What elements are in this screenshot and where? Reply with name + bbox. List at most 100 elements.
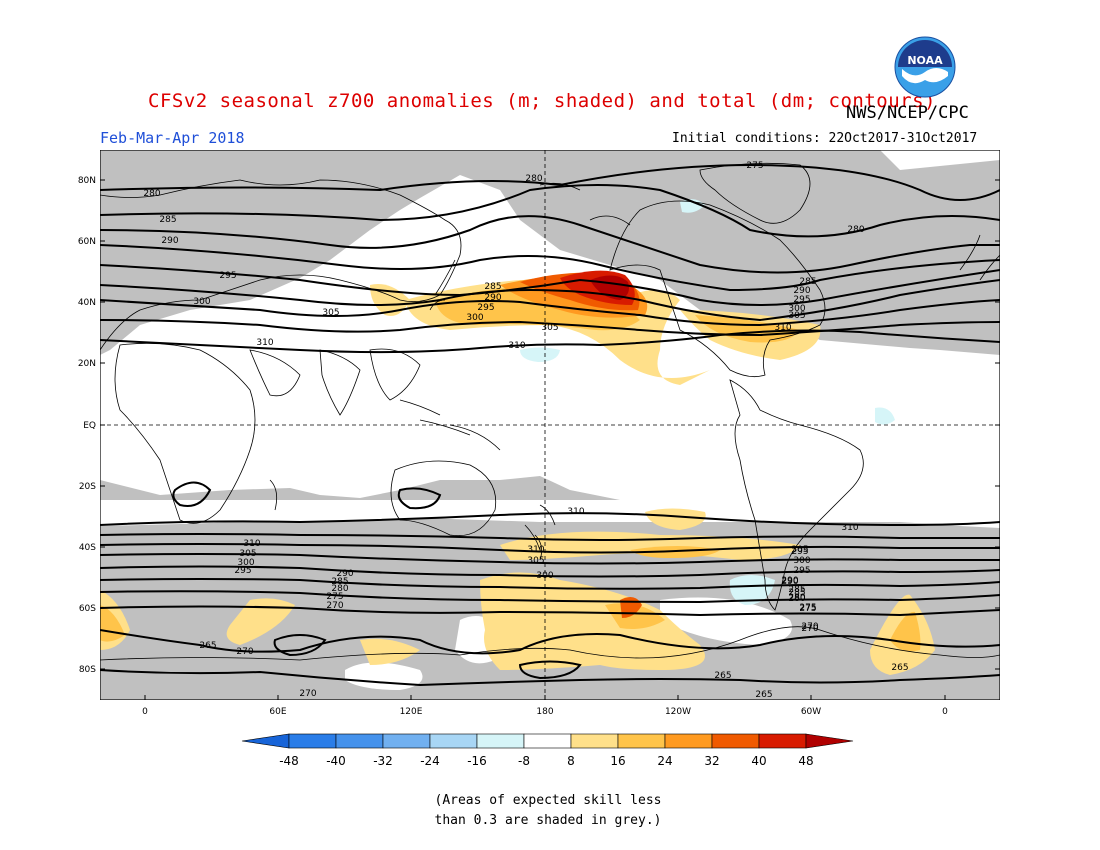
contour-label: 280 [525, 174, 542, 184]
contour-label: 265 [199, 641, 216, 651]
continent-outlines [100, 162, 1000, 661]
lon-label: 0 [142, 707, 148, 717]
contour-label: 280 [847, 225, 864, 235]
lon-label: 0 [942, 707, 948, 717]
contour-label: 290 [161, 236, 178, 246]
colorbar-label: 40 [751, 754, 766, 768]
contour-label: 295 [793, 295, 810, 305]
contour-label: 285 [799, 277, 816, 287]
lat-label: EQ [83, 421, 96, 431]
lat-label: 60S [79, 604, 96, 614]
forecast-period: Feb-Mar-Apr 2018 [100, 129, 245, 147]
contour-label: 305 [791, 545, 808, 555]
contour-label: 295 [793, 566, 810, 576]
contour-label: 270 [801, 622, 818, 632]
lon-label: 60W [801, 707, 821, 717]
contour-label: 300 [788, 304, 805, 314]
colorbar-arrow-right [805, 733, 854, 749]
footnote-line-2: than 0.3 are shaded in grey.) [434, 813, 662, 828]
contour-label: 270 [801, 624, 818, 634]
contour-label: 290 [781, 576, 798, 586]
agency-label: NWS/NCEP/CPC [846, 103, 969, 123]
contour-label: 275 [326, 592, 343, 602]
colorbar-cell [758, 733, 807, 749]
contour-label: 280 [143, 189, 160, 199]
lat-label: 60N [78, 237, 96, 247]
lat-label: 40S [79, 543, 96, 553]
contour-label: 310 [527, 545, 544, 555]
lon-label: 180 [536, 707, 553, 717]
contour-label: 285 [788, 585, 805, 595]
colorbar-cell [476, 733, 525, 749]
colorbar-label: 48 [798, 754, 813, 768]
chart-title: CFSv2 seasonal z700 anomalies (m; shaded… [148, 90, 936, 112]
contour-label: 310 [567, 507, 584, 517]
colorbar-cell [429, 733, 478, 749]
contour-label: 280 [788, 593, 805, 603]
colorbar-label: -8 [518, 754, 530, 768]
contour-label: 300 [536, 571, 553, 581]
lon-label: 60E [269, 707, 286, 717]
colorbar-label: -40 [326, 754, 346, 768]
colorbar-cells [241, 733, 854, 749]
contour-labels: 275 280 280 280 285 290 295 300 305 310 … [143, 161, 908, 700]
colorbar: -48 -40 -32 -24 -16 -8 8 16 24 32 40 48 [241, 733, 854, 768]
colorbar-label: -24 [420, 754, 440, 768]
latitude-axis: 80N 60N 40N 20N EQ 20S 40S 60S 80S [78, 176, 96, 675]
lat-label: 80S [79, 665, 96, 675]
contour-label: 285 [331, 577, 348, 587]
colorbar-label: 32 [704, 754, 719, 768]
colorbar-cell [523, 733, 572, 749]
contour-label: 265 [714, 671, 731, 681]
contour-label: 305 [239, 549, 256, 559]
noaa-logo: NOAA [894, 36, 956, 98]
contour-label: 305 [322, 308, 339, 318]
contour-label: 310 [256, 338, 273, 348]
contour-label: 305 [541, 323, 558, 333]
contour-label: 305 [788, 311, 805, 321]
lat-label: 80N [78, 176, 96, 186]
contour-label: 300 [793, 556, 810, 566]
contour-label: 280 [788, 594, 805, 604]
colorbar-labels: -48 -40 -32 -24 -16 -8 8 16 24 32 40 48 [279, 754, 813, 768]
colorbar-label: -32 [373, 754, 393, 768]
colorbar-arrow-left [241, 733, 290, 749]
lat-label: 40N [78, 298, 96, 308]
contour-label: 295 [791, 547, 808, 557]
contour-label: 310 [841, 523, 858, 533]
logo-text: NOAA [907, 54, 943, 67]
contour-label: 290 [484, 293, 501, 303]
contour-label: 270 [236, 647, 253, 657]
longitude-axis: 0 60E 120E 180 120W 60W 0 [142, 707, 948, 717]
contour-label: 295 [219, 271, 236, 281]
anomaly-map: 275 280 280 280 285 290 295 300 305 310 … [100, 150, 1000, 700]
contour-label: 310 [774, 323, 791, 333]
colorbar-cell [288, 733, 337, 749]
colorbar-label: 24 [657, 754, 672, 768]
contour-label: 305 [527, 556, 544, 566]
colorbar-cell [570, 733, 619, 749]
contour-label: 280 [331, 584, 348, 594]
contour-label: 275 [799, 603, 816, 613]
contour-label: 290 [336, 569, 353, 579]
contour-label: 310 [508, 341, 525, 351]
contour-label: 265 [755, 690, 772, 700]
contour-label: 300 [193, 297, 210, 307]
lat-label: 20S [79, 482, 96, 492]
contour-label: 300 [237, 558, 254, 568]
lon-label: 120W [665, 707, 691, 717]
contour-label: 285 [788, 588, 805, 598]
colorbar-label: -48 [279, 754, 299, 768]
lat-label: 20N [78, 359, 96, 369]
contour-label: 290 [793, 286, 810, 296]
contour-label: 310 [243, 539, 260, 549]
negative-anomalies [520, 199, 895, 605]
height-contours [100, 163, 1000, 687]
contour-label: 265 [891, 663, 908, 673]
contour-label: 290 [781, 577, 798, 587]
axis-ticks [100, 179, 1000, 700]
colorbar-label: -16 [467, 754, 487, 768]
initial-conditions: Initial conditions: 22Oct2017-31Oct2017 [672, 131, 978, 146]
colorbar-cell [617, 733, 666, 749]
contour-label: 270 [326, 601, 343, 611]
